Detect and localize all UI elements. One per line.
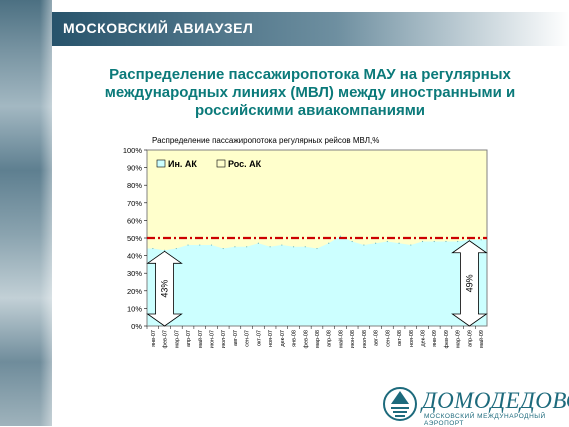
x-tick-label: апр-07 bbox=[186, 330, 192, 347]
data-point-in-ak bbox=[316, 247, 318, 250]
data-point-in-ak bbox=[410, 244, 412, 246]
data-point-in-ak bbox=[234, 246, 236, 248]
data-point-in-ak bbox=[199, 244, 201, 246]
data-point-in-ak bbox=[457, 240, 459, 243]
y-tick-label: 100% bbox=[123, 146, 143, 155]
data-point-in-ak bbox=[222, 247, 224, 250]
x-tick-label: янв-09 bbox=[432, 330, 438, 347]
data-point-in-ak bbox=[304, 246, 306, 248]
area-in-ak bbox=[147, 236, 487, 326]
slide-title-line-3: российскими авиакомпаниями bbox=[194, 102, 426, 119]
x-tick-label: окт-08 bbox=[397, 330, 403, 346]
legend-swatch bbox=[216, 159, 226, 168]
x-tick-label: мар-08 bbox=[315, 330, 321, 348]
data-point-in-ak bbox=[152, 247, 154, 250]
x-tick-label: июл-08 bbox=[362, 330, 368, 348]
x-tick-label: фев-09 bbox=[444, 330, 450, 348]
data-point-in-ak bbox=[375, 242, 377, 244]
x-tick-label: май-07 bbox=[197, 330, 204, 348]
x-tick-label: мар-07 bbox=[174, 330, 180, 348]
x-tick-label: апр-09 bbox=[467, 330, 473, 347]
arrow-shape bbox=[146, 250, 183, 327]
data-point-in-ak bbox=[269, 246, 271, 248]
x-tick-label: фев-08 bbox=[303, 330, 309, 348]
y-tick-label: 60% bbox=[127, 216, 142, 225]
y-tick-label: 80% bbox=[127, 181, 142, 190]
logo: ДОМОДЕДОВО МОСКОВСКИЙ МЕЖДУНАРОДНЫЙ АЭРО… bbox=[382, 382, 569, 427]
x-tick-label: сен-07 bbox=[245, 330, 251, 347]
x-tick-label: дек-07 bbox=[280, 330, 286, 347]
data-point-in-ak bbox=[351, 240, 353, 243]
data-point-in-ak bbox=[433, 240, 435, 243]
y-tick-label: 90% bbox=[127, 164, 142, 173]
x-tick-label: фев-07 bbox=[163, 330, 169, 348]
data-point-in-ak bbox=[363, 244, 365, 246]
data-point-in-ak bbox=[163, 249, 166, 251]
x-tick-label: окт-07 bbox=[256, 330, 262, 346]
data-point-in-ak bbox=[480, 239, 482, 241]
logo-subtitle: МОСКОВСКИЙ МЕЖДУНАРОДНЫЙ АЭРОПОРТ bbox=[424, 413, 546, 427]
y-tick-label: 30% bbox=[127, 269, 142, 278]
logo-name: ДОМОДЕДОВО bbox=[422, 388, 569, 413]
data-point-in-ak bbox=[398, 242, 400, 244]
legend: Ин. АК Рос. АК bbox=[156, 159, 262, 169]
y-tick-label: 10% bbox=[127, 304, 142, 313]
x-tick-label: янв-08 bbox=[292, 330, 298, 347]
y-tick-label: 40% bbox=[127, 252, 142, 261]
x-tick-label: янв-07 bbox=[151, 330, 157, 347]
data-point-in-ak bbox=[339, 235, 342, 237]
legend-swatch bbox=[156, 159, 166, 168]
data-point-in-ak bbox=[292, 246, 295, 248]
data-point-in-ak bbox=[281, 244, 283, 246]
annotation-label: 49% bbox=[464, 274, 474, 292]
slide-title: Распределение пассажиропотока МАУ на рег… bbox=[60, 66, 560, 120]
arrow-shape bbox=[451, 240, 488, 327]
x-tick-label: май-08 bbox=[337, 330, 344, 348]
data-point-in-ak bbox=[187, 244, 189, 246]
x-tick-label: авг-07 bbox=[233, 330, 239, 346]
airport-logo-icon bbox=[383, 387, 417, 421]
data-point-in-ak bbox=[210, 244, 213, 246]
x-tick-label: ноя-08 bbox=[409, 330, 415, 347]
x-tick-label: май-09 bbox=[478, 330, 485, 348]
data-point-in-ak bbox=[468, 239, 471, 241]
data-point-in-ak bbox=[246, 246, 248, 248]
annotation-arrow: 43% bbox=[146, 250, 183, 327]
header-title: МОСКОВСКИЙ АВИАУЗЕЛ bbox=[63, 20, 254, 36]
x-tick-label: апр-08 bbox=[327, 330, 333, 347]
y-tick-label: 50% bbox=[127, 234, 142, 243]
x-tick-label: сен-08 bbox=[385, 330, 391, 347]
y-tick-label: 0% bbox=[131, 322, 142, 331]
annotation-label: 43% bbox=[160, 280, 170, 298]
header-banner: МОСКОВСКИЙ АВИАУЗЕЛ bbox=[52, 12, 569, 46]
annotation-arrow: 49% bbox=[451, 240, 488, 327]
x-tick-label: июн-07 bbox=[209, 330, 215, 348]
x-tick-label: мар-09 bbox=[456, 330, 462, 348]
data-point-in-ak bbox=[328, 242, 330, 244]
legend-label: Ин. АК bbox=[168, 159, 197, 169]
x-tick-label: авг-08 bbox=[374, 330, 380, 346]
data-point-in-ak bbox=[421, 240, 424, 243]
x-tick-label: ноя-07 bbox=[268, 330, 274, 347]
data-point-in-ak bbox=[257, 242, 259, 244]
data-point-in-ak bbox=[175, 247, 177, 250]
data-point-in-ak bbox=[386, 240, 388, 243]
y-tick-label: 70% bbox=[127, 199, 142, 208]
x-tick-label: июн-08 bbox=[350, 330, 356, 348]
slide-title-line-2: международных линиях (МВЛ) между иностра… bbox=[104, 84, 516, 101]
x-tick-label: дек-08 bbox=[421, 330, 427, 347]
chart-title: Распределение пассажиропотока регулярных… bbox=[152, 136, 380, 145]
x-tick-label: июл-07 bbox=[221, 330, 227, 348]
slide-title-line-1: Распределение пассажиропотока МАУ на рег… bbox=[109, 66, 511, 83]
data-point-in-ak bbox=[445, 240, 447, 243]
legend-label: Рос. АК bbox=[228, 159, 262, 169]
sky-fade bbox=[40, 0, 70, 426]
y-tick-label: 20% bbox=[127, 287, 142, 296]
